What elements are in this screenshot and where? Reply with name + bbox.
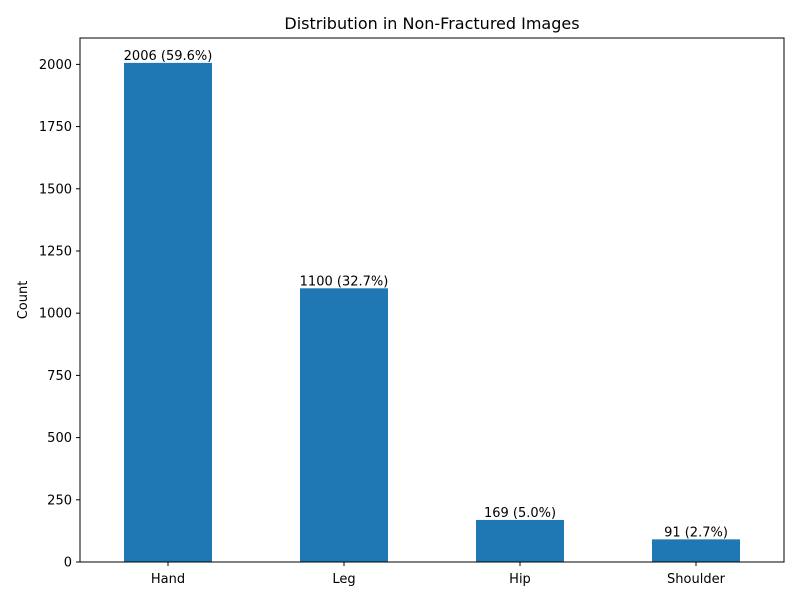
y-tick-label: 1250 bbox=[39, 244, 72, 259]
x-tick-label-leg: Leg bbox=[332, 572, 355, 587]
chart-title: Distribution in Non-Fractured Images bbox=[284, 14, 579, 33]
x-tick-label-hip: Hip bbox=[509, 572, 531, 587]
y-tick-label: 0 bbox=[64, 556, 72, 571]
bar-shoulder bbox=[652, 539, 740, 562]
bar-labels-group: 2006 (59.6%) 1100 (32.7%) 169 (5.0%) 91 (2.… bbox=[124, 49, 728, 540]
y-tick-label: 750 bbox=[47, 369, 72, 384]
bar-value-label-leg: 1100 (32.7%) bbox=[300, 274, 389, 289]
y-tick-label: 2000 bbox=[39, 58, 72, 73]
y-tick-label: 500 bbox=[47, 431, 72, 446]
y-tick-label: 1750 bbox=[39, 120, 72, 135]
plot-area-frame bbox=[79, 37, 785, 563]
y-tick-label: 1000 bbox=[39, 307, 72, 322]
bars-group bbox=[124, 62, 740, 563]
x-tick-label-shoulder: Shoulder bbox=[667, 572, 726, 587]
y-axis-title: Count bbox=[16, 281, 31, 320]
bar-leg bbox=[300, 288, 388, 562]
y-tick-label: 1500 bbox=[39, 182, 72, 197]
bar-value-label-shoulder: 91 (2.7%) bbox=[664, 525, 728, 540]
bar-value-label-hand: 2006 (59.6%) bbox=[124, 49, 213, 64]
x-tick-label-hand: Hand bbox=[151, 572, 185, 587]
bar-value-label-hip: 169 (5.0%) bbox=[484, 506, 556, 521]
x-ticks-group: Hand Leg Hip Shoulder bbox=[151, 562, 726, 587]
y-ticks-group: 0 250 500 750 1000 1250 1500 1750 2000 bbox=[39, 58, 80, 571]
bar-hand bbox=[124, 62, 212, 563]
y-tick-label: 250 bbox=[47, 493, 72, 508]
bar-hip bbox=[476, 519, 564, 562]
